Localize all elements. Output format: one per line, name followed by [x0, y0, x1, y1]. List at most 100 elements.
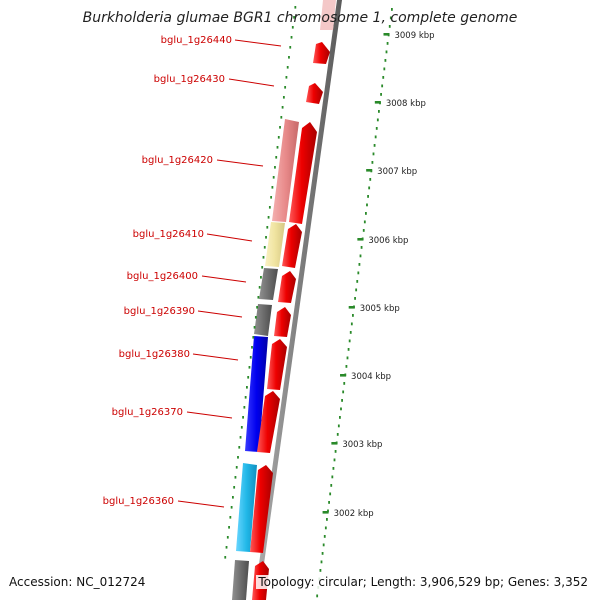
gene-leader-line: [206, 233, 253, 242]
ruler-dot: [350, 322, 353, 326]
ruler-dot: [326, 518, 328, 521]
ruler-dot: [362, 229, 365, 232]
map-title: Burkholderia glumae BGR1 chromosome 1, c…: [82, 10, 518, 26]
inner-guide-dot: [249, 356, 252, 359]
ruler-dot: [331, 475, 334, 479]
ruler-dot: [369, 178, 372, 181]
inner-guide-dot: [240, 426, 243, 429]
inner-guide-dot: [276, 146, 279, 149]
gene-arrow-7: [267, 339, 287, 390]
gene-label: bglu_1g26420: [142, 155, 213, 166]
inner-guide-dot: [288, 56, 290, 59]
ruler-dot: [356, 280, 359, 283]
inner-guide-dot: [281, 106, 284, 109]
inner-guide-dot: [294, 6, 297, 9]
gene-label: bglu_1g26390: [124, 306, 195, 317]
inner-guide-dot: [285, 76, 288, 79]
ruler-tick-label: 3009 kbp: [394, 31, 434, 41]
ruler-dot: [341, 399, 343, 402]
inner-guide-dot: [271, 186, 274, 189]
gene-label: bglu_1g26380: [119, 349, 190, 360]
ruler-dot: [348, 339, 351, 343]
ruler-tick-label: 3005 kbp: [360, 304, 400, 314]
ruler-dot: [346, 356, 349, 360]
ruler-dot: [363, 220, 366, 224]
inner-guide-dot: [229, 516, 232, 519]
ruler-dot: [319, 569, 322, 572]
ruler-tick: [340, 374, 347, 377]
feature-gray-bottom: [232, 560, 249, 600]
inner-guide-dot: [253, 326, 256, 329]
ruler-dot: [388, 25, 391, 28]
gene-label: bglu_1g26370: [112, 407, 183, 418]
gene-leader-line: [177, 500, 225, 508]
gene-label: bglu_1g26360: [103, 496, 174, 507]
gene-leader-line: [216, 159, 264, 167]
ruler-dot: [330, 484, 333, 487]
ruler-dot: [321, 552, 324, 555]
ruler-dot: [320, 560, 323, 564]
ruler-tick-label: 3007 kbp: [377, 167, 417, 177]
inner-guide-dot: [280, 116, 283, 119]
inner-guide-dot: [290, 36, 293, 39]
inner-guide-dot: [226, 536, 229, 539]
gene-label: bglu_1g26430: [154, 74, 225, 85]
ruler-tick-label: 3003 kbp: [342, 440, 382, 450]
inner-guide-dot: [247, 376, 250, 379]
inner-guide-dot: [251, 346, 253, 349]
ruler-dot: [374, 135, 377, 139]
inner-guide-dot: [266, 226, 269, 229]
ruler-tick: [374, 101, 381, 104]
ruler-dot: [357, 271, 360, 275]
inner-guide-dot: [257, 296, 260, 299]
gene-arrow-2: [306, 83, 323, 104]
ruler-dot: [329, 492, 332, 496]
ruler-dot: [355, 288, 358, 292]
inner-guide-dot: [243, 406, 246, 409]
ruler-tick: [348, 306, 355, 309]
gene-arrow-4: [282, 224, 302, 268]
inner-guide-dot: [277, 136, 280, 139]
gene-arrow-8: [257, 391, 280, 453]
inner-guide-dot: [263, 246, 266, 249]
gene-leader-line: [234, 39, 282, 47]
inner-guide-dot: [262, 256, 265, 259]
inner-guide-dot: [267, 216, 270, 219]
inner-guide-dot: [244, 396, 247, 399]
gene-leader-line: [228, 78, 275, 87]
gene-label: bglu_1g26440: [161, 35, 232, 46]
ruler-dot: [358, 263, 361, 266]
ruler-dot: [386, 42, 389, 45]
inner-guide-dot: [258, 286, 261, 289]
inner-guide-dot: [228, 526, 230, 529]
gene-leader-line: [186, 411, 233, 419]
gene-arrow-9: [250, 465, 273, 553]
ruler-dot: [334, 450, 337, 453]
ruler-tick: [357, 238, 364, 241]
ruler-tick-label: 3006 kbp: [368, 236, 408, 246]
ruler-dot: [328, 501, 330, 504]
ruler-dot: [371, 161, 374, 164]
gene-label: bglu_1g26410: [133, 229, 204, 240]
inner-guide-dot: [286, 66, 289, 69]
ruler-dot: [327, 509, 329, 513]
feature-gray-1: [259, 268, 278, 300]
inner-guide-dot: [293, 16, 295, 19]
inner-guide-dot: [230, 506, 233, 509]
ruler-dot: [391, 8, 393, 11]
ruler-dot: [336, 433, 339, 436]
inner-guide-dot: [279, 126, 281, 129]
ruler-tick-label: 3004 kbp: [351, 372, 391, 382]
ruler-dot: [324, 526, 327, 530]
inner-guide-dot: [233, 486, 236, 489]
ruler-dot: [360, 246, 363, 249]
ruler-dot: [376, 118, 379, 122]
gene-arrow-6: [274, 307, 291, 337]
inner-guide-dot: [239, 436, 242, 439]
inner-guide-dot: [284, 86, 287, 89]
ruler-dot: [340, 407, 342, 411]
gene-arrow-3: [289, 122, 317, 224]
inner-guide-dot: [248, 366, 251, 369]
inner-guide-dot: [246, 386, 248, 389]
